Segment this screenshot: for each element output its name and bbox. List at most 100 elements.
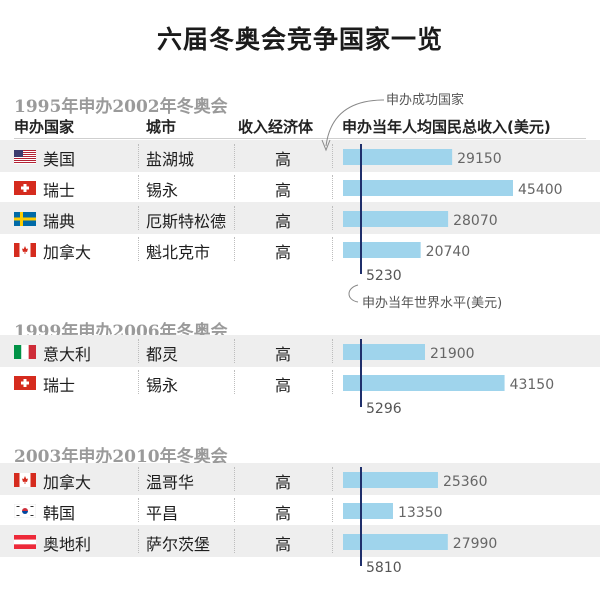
bar-value-label: 28070 [453, 213, 498, 229]
column-divider [332, 175, 333, 199]
column-divider [138, 529, 139, 553]
bar [343, 211, 449, 227]
column-divider [332, 467, 333, 491]
table-row: 韩国 平昌 高 [0, 494, 600, 526]
bar-value-label: 29150 [457, 151, 502, 167]
bar [343, 503, 393, 519]
world-level-arrow [348, 284, 359, 303]
bar-value-label: 20740 [426, 244, 471, 260]
world-level-value: 5296 [366, 401, 402, 417]
table-row: 奥地利 萨尔茨堡 高 [0, 525, 600, 557]
income-level: 高 [275, 504, 292, 523]
table-header: 申办国家 城市 收入经济体 申办当年人均国民总收入(美元) [0, 112, 600, 138]
column-divider [332, 529, 333, 553]
swiss-flag-icon [14, 375, 36, 390]
column-divider [138, 339, 139, 363]
table-row: 加拿大 温哥华 高 [0, 463, 600, 495]
city-name: 锡永 [146, 376, 179, 395]
country-name: 意大利 [43, 345, 92, 364]
country-name: 瑞典 [43, 212, 76, 231]
city-name: 萨尔茨堡 [146, 535, 211, 554]
column-divider [332, 144, 333, 168]
country-name: 加拿大 [43, 243, 92, 262]
city-name: 锡永 [146, 181, 179, 200]
header-divider [14, 138, 586, 139]
column-divider [234, 467, 235, 491]
table-row: 美国 盐湖城 高 [0, 140, 600, 172]
column-divider [332, 206, 333, 230]
table-row: 瑞士 锡永 高 [0, 366, 600, 398]
column-divider [332, 339, 333, 363]
winner-annotation: 申办成功国家 [386, 92, 464, 108]
country-name: 奥地利 [43, 535, 92, 554]
section-title: 2003年申办2010年冬奥会 [14, 447, 228, 467]
country-name: 瑞士 [43, 181, 76, 200]
city-name: 都灵 [146, 345, 179, 364]
bar [343, 375, 505, 391]
column-divider [234, 370, 235, 394]
income-level: 高 [275, 212, 292, 231]
bar-value-label: 25360 [443, 474, 488, 490]
bar-value-label: 45400 [518, 182, 563, 198]
country-name: 加拿大 [43, 473, 92, 492]
swiss-flag-icon [14, 180, 36, 195]
table-row: 瑞士 锡永 高 [0, 171, 600, 203]
canada-flag-icon [14, 472, 36, 487]
city-name: 温哥华 [146, 473, 195, 492]
world-level-value: 5810 [366, 560, 402, 576]
column-divider [234, 206, 235, 230]
header-country: 申办国家 [14, 118, 75, 136]
winner-arrow-head [321, 139, 331, 152]
income-level: 高 [275, 535, 292, 554]
bar-value-label: 21900 [430, 346, 475, 362]
header-gni: 申办当年人均国民总收入(美元) [342, 118, 551, 136]
column-divider [138, 175, 139, 199]
column-divider [332, 237, 333, 261]
column-divider [234, 498, 235, 522]
city-name: 魁北克市 [146, 243, 211, 262]
bar [343, 344, 426, 360]
austria-flag-icon [14, 534, 36, 549]
section-title: 1995年申办2002年冬奥会 [14, 97, 228, 117]
bar [343, 242, 421, 258]
column-divider [138, 144, 139, 168]
winner-arrow [325, 99, 385, 147]
sweden-flag-icon [14, 211, 36, 226]
world-level-annotation: 申办当年世界水平(美元) [362, 296, 502, 311]
city-name: 厄斯特松德 [146, 212, 227, 231]
bar [343, 180, 513, 196]
table-row: 加拿大 魁北克市 高 [0, 233, 600, 265]
table-row: 瑞典 厄斯特松德 高 [0, 202, 600, 234]
header-income: 收入经济体 [238, 118, 314, 136]
bar [343, 534, 448, 550]
header-city: 城市 [146, 118, 177, 136]
column-divider [138, 237, 139, 261]
city-name: 盐湖城 [146, 150, 195, 169]
income-level: 高 [275, 473, 292, 492]
column-divider [332, 498, 333, 522]
column-divider [138, 206, 139, 230]
income-level: 高 [275, 376, 292, 395]
column-divider [138, 467, 139, 491]
column-divider [234, 144, 235, 168]
page-title: 六届冬奥会竞争国家一览 [156, 25, 443, 54]
column-divider [234, 339, 235, 363]
bar [343, 149, 453, 165]
bar-value-label: 13350 [398, 505, 443, 521]
country-name: 美国 [43, 150, 76, 169]
column-divider [234, 529, 235, 553]
italy-flag-icon [14, 344, 36, 359]
table-row: 意大利 都灵 高 [0, 335, 600, 367]
bar-value-label: 27990 [453, 536, 498, 552]
canada-flag-icon [14, 242, 36, 257]
country-name: 韩国 [43, 504, 76, 523]
income-level: 高 [275, 150, 292, 169]
income-level: 高 [275, 345, 292, 364]
column-divider [138, 498, 139, 522]
income-level: 高 [275, 181, 292, 200]
column-divider [138, 370, 139, 394]
income-level: 高 [275, 243, 292, 262]
bar [343, 472, 438, 488]
world-level-value: 5230 [366, 268, 402, 284]
